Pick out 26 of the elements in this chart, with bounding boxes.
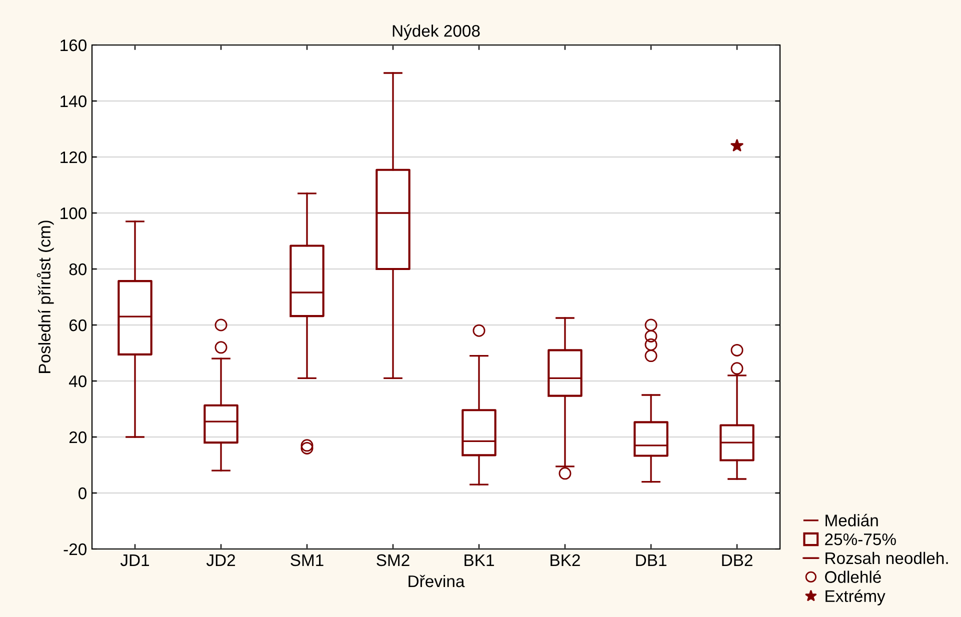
x-tick-label: DB1 <box>636 554 666 566</box>
y-tick-label: 0 <box>78 487 86 500</box>
x-tick-label: BK2 <box>550 554 580 566</box>
y-tick-label: -20 <box>64 543 86 556</box>
text: Medián <box>826 514 878 526</box>
x-tick-label: JD1 <box>120 554 150 566</box>
y-tick-label: 60 <box>69 319 86 332</box>
x-axis-title: Dřevina <box>408 574 465 588</box>
y-tick-label: 80 <box>69 263 86 276</box>
y-tick-label: 40 <box>68 375 86 388</box>
chart-title: Nýdek 2008 <box>392 24 480 40</box>
y-tick-label: 140 <box>60 95 86 108</box>
x-tick-label: SM2 <box>376 554 410 566</box>
y-tick-label: 120 <box>60 151 86 164</box>
text: 25%-75% <box>825 533 896 546</box>
legend-label: Extrémy <box>826 590 886 606</box>
x-tick-label: JD2 <box>206 554 235 566</box>
y-axis-title: Poslední přírůst (cm) <box>36 220 54 373</box>
x-tick-label: BK1 <box>464 554 494 566</box>
y-tick-label: 20 <box>69 431 86 444</box>
text: Rozsah neodleh. <box>826 552 948 564</box>
x-tick-label: SM1 <box>290 554 324 566</box>
y-tick-label: 160 <box>60 39 86 52</box>
y-tick-label: 100 <box>60 207 86 220</box>
text: Odlehlé <box>825 570 881 583</box>
x-tick-label: DB2 <box>722 554 752 566</box>
